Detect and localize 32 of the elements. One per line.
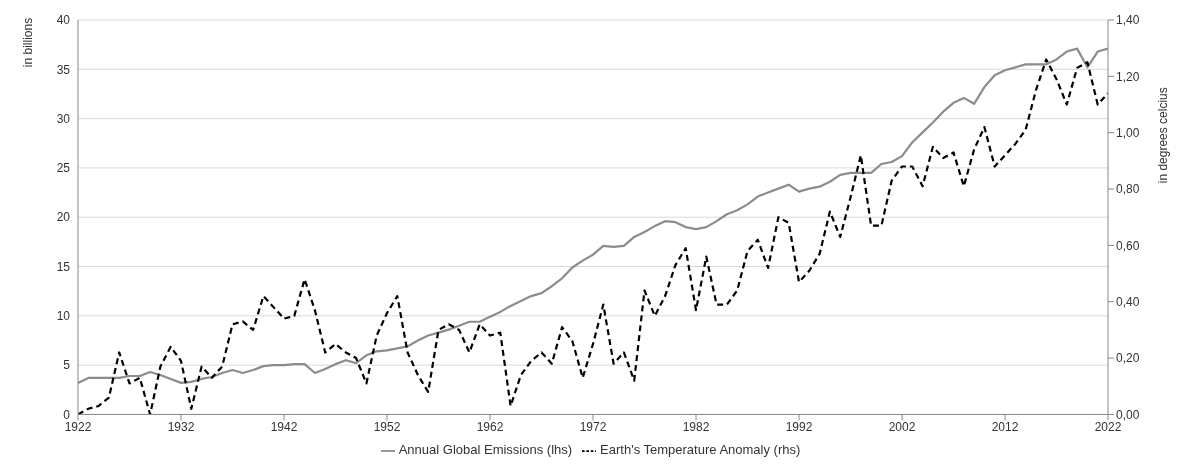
y-axis-title: in billions [21,17,36,68]
y2-tick-label: 0,60 [1116,238,1140,253]
x-tick-label: 1962 [476,419,504,434]
y-tick-label: 0 [63,407,71,422]
x-tick-label: 2022 [1094,419,1122,434]
y-tick-label: 30 [56,111,71,126]
y2-tick-label: 1,20 [1116,69,1140,84]
x-tick-label: 1982 [682,419,710,434]
y-tick-label: 40 [56,13,71,28]
y2-tick-label: 0,40 [1116,295,1140,309]
y-tick-label: 10 [56,309,71,324]
y-tick-label: 25 [56,161,71,176]
x-tick-label: 1922 [64,419,92,434]
y2-tick-label: 0,00 [1116,407,1140,422]
y2-axis-title: in degrees celcius [1156,87,1171,184]
x-tick-label: 1932 [167,419,195,434]
y-tick-label: 5 [63,358,71,373]
y-tick-label: 20 [56,210,71,225]
y-tick-label: 35 [56,62,71,77]
y2-tick-label: 1,00 [1116,125,1140,140]
y2-tick-label: 0,80 [1116,182,1140,197]
x-tick-label: 1972 [579,419,607,434]
x-tick-label: 2012 [991,419,1019,434]
legend-label: Earth's Temperature Anomaly (rhs) [600,442,801,458]
y2-tick-label: 0,20 [1116,351,1140,366]
x-tick-label: 2002 [888,419,916,434]
x-tick-label: 1952 [373,419,401,434]
y-tick-label: 15 [56,259,71,274]
x-tick-label: 1992 [785,419,813,434]
y2-tick-label: 1,40 [1116,13,1140,28]
x-tick-label: 1942 [270,419,298,434]
legend-label: Annual Global Emissions (lhs) [398,442,573,458]
